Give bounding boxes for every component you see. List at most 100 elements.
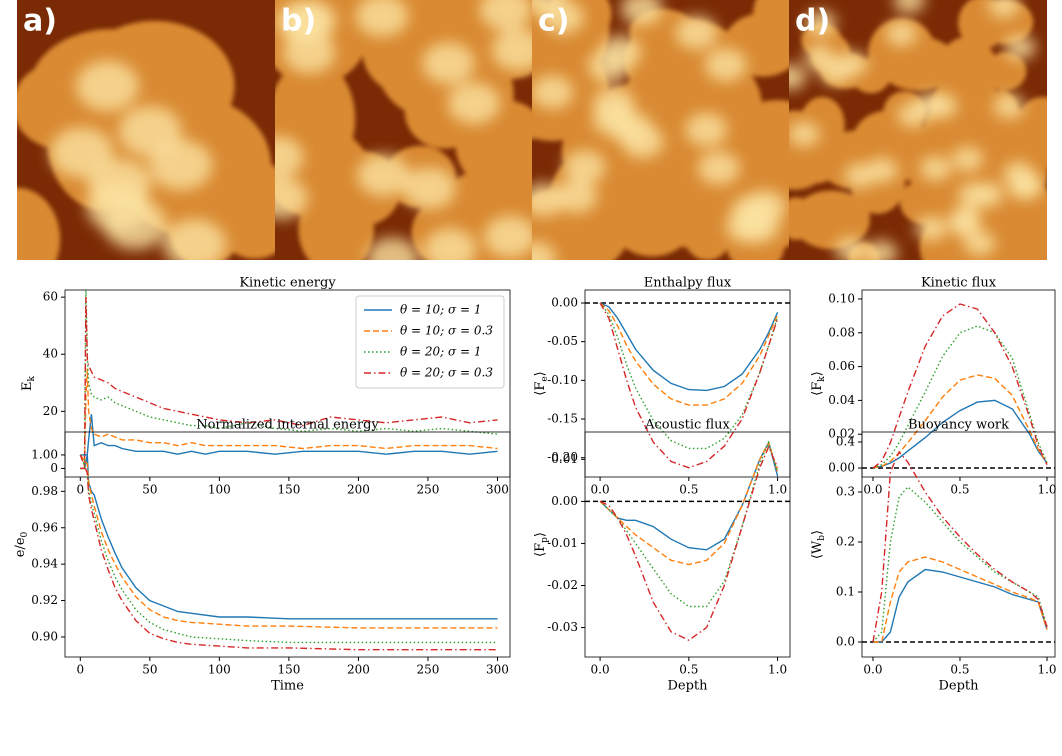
y-tick-label: 0.01 <box>551 452 578 466</box>
cell <box>17 187 61 260</box>
bright <box>283 31 336 74</box>
cell <box>985 52 1027 91</box>
data-line <box>80 454 498 620</box>
axes-frame <box>861 289 1056 478</box>
bright <box>866 157 898 183</box>
y-tick-label: 0.0 <box>836 635 855 649</box>
data-line <box>80 290 498 470</box>
bright <box>865 240 898 260</box>
y-tick-label: 0.04 <box>828 393 855 407</box>
x-tick-label: 1.0 <box>1037 483 1056 497</box>
x-tick-label: 0.5 <box>679 483 698 497</box>
bright <box>491 28 532 71</box>
bright <box>685 112 728 147</box>
y-axis-label-part: ⟩ <box>810 530 825 535</box>
y-axis-label: ⟨Fe⟩ <box>533 371 550 396</box>
cell <box>803 193 870 243</box>
bright <box>897 102 929 128</box>
y-axis-label-part: e <box>540 376 550 381</box>
data-line <box>79 454 498 644</box>
bright <box>620 0 663 26</box>
x-tick-label: 50 <box>142 483 157 497</box>
y-tick-label: 0.00 <box>828 461 855 475</box>
bright <box>919 155 952 182</box>
bright <box>993 93 1025 119</box>
bright <box>915 215 947 242</box>
y-axis-label-part: p <box>540 537 550 543</box>
bright <box>86 181 150 232</box>
chart-title: Acoustic flux <box>644 418 730 433</box>
y-tick-label: 0.94 <box>31 557 58 571</box>
cell <box>1017 97 1047 151</box>
bright <box>50 127 114 178</box>
y-tick-label: -0.02 <box>547 578 578 592</box>
bright <box>484 215 532 258</box>
y-axis-label-part: ⟩ <box>533 371 548 376</box>
data-line <box>599 440 779 566</box>
highlights <box>789 0 1044 260</box>
cell <box>878 119 931 168</box>
x-tick-label: 0.0 <box>591 663 610 677</box>
data-line <box>599 302 779 392</box>
x-tick-label: 300 <box>486 483 509 497</box>
bright <box>275 177 308 220</box>
bright <box>355 0 409 37</box>
x-tick-label: 0.5 <box>950 663 969 677</box>
y-axis-label-part: b <box>817 535 827 541</box>
bright <box>1011 172 1044 199</box>
highlights <box>275 0 532 260</box>
x-tick-label: 300 <box>486 663 509 677</box>
bright <box>964 230 996 257</box>
chart-title: Buoyancy work <box>908 418 1009 433</box>
legend-box <box>355 295 505 389</box>
chart-title: Normalized internal energy <box>196 418 379 433</box>
legend-label: θ = 20; σ = 0.3 <box>400 366 493 380</box>
bright <box>789 64 807 90</box>
bright <box>789 121 820 147</box>
y-tick-label: -0.10 <box>547 373 578 387</box>
y-tick-label: 0.92 <box>31 593 58 607</box>
x-tick-label: 250 <box>417 663 440 677</box>
convection-image <box>275 0 532 260</box>
data-line <box>872 486 1048 643</box>
y-tick-label: 0.08 <box>828 325 855 339</box>
bright <box>403 167 456 210</box>
y-axis-label: ⟨Fk⟩ <box>810 371 827 396</box>
bright <box>532 182 565 217</box>
x-tick-label: 0.5 <box>950 483 969 497</box>
y-tick-label: 0.90 <box>31 629 58 643</box>
bright <box>447 82 501 125</box>
y-tick-label: -0.20 <box>547 450 578 464</box>
bright <box>532 0 567 18</box>
cell <box>753 0 789 47</box>
y-tick-label: 0.10 <box>828 291 855 305</box>
legend-label: θ = 10; σ = 0.3 <box>400 324 493 338</box>
bright <box>592 102 635 137</box>
bright <box>804 10 837 36</box>
bright <box>834 237 867 260</box>
data-line <box>873 568 1048 643</box>
data-line <box>873 556 1048 643</box>
bright <box>479 0 532 31</box>
y-axis-label-part: E <box>20 381 35 391</box>
bright <box>948 211 981 237</box>
data-line <box>872 325 1048 469</box>
convection-image <box>17 0 275 260</box>
bright <box>423 228 477 260</box>
data-line <box>872 374 1048 469</box>
x-tick-label: 200 <box>347 483 370 497</box>
y-axis-label-part: ⟩ <box>810 371 825 376</box>
y-axis-label: Ek <box>20 375 37 391</box>
y-tick-label: 0.1 <box>836 585 855 599</box>
y-tick-label: 60 <box>43 290 58 304</box>
data-line <box>80 368 498 470</box>
highlights <box>532 0 787 260</box>
y-axis-label-part: ⟩ <box>533 532 548 537</box>
y-tick-label: -0.15 <box>547 411 578 425</box>
y-axis-label-part: k <box>817 376 827 382</box>
x-tick-label: 0.0 <box>863 663 882 677</box>
data-line <box>599 302 779 450</box>
x-tick-label: 150 <box>277 663 300 677</box>
y-axis-label-part: k <box>27 375 37 381</box>
x-tick-label: 1.0 <box>1037 663 1056 677</box>
